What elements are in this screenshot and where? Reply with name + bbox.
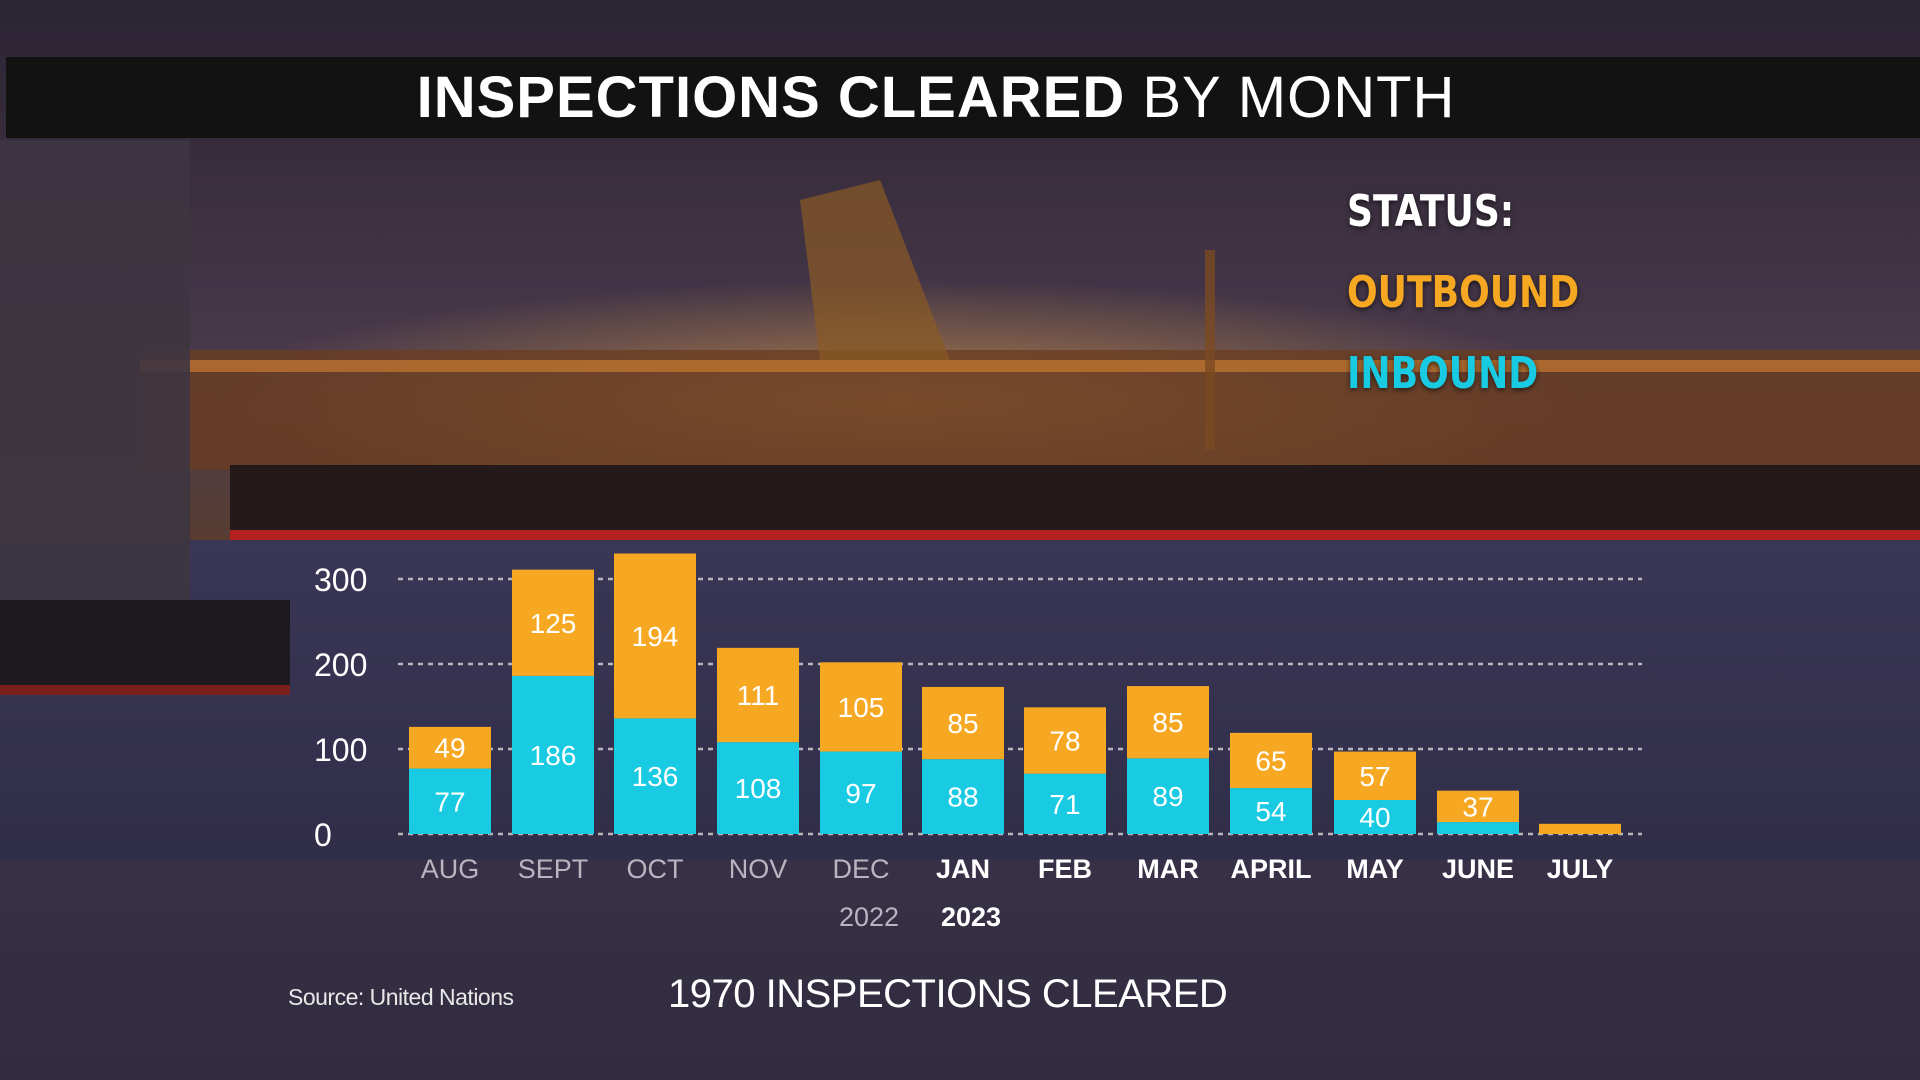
data-label-outbound: 49 bbox=[434, 733, 465, 764]
data-label-inbound: 77 bbox=[434, 786, 465, 817]
title-bar: INSPECTIONS CLEARED BY MONTH bbox=[6, 57, 1920, 138]
year-label: 2022 bbox=[839, 902, 899, 932]
bar-inbound-aug bbox=[409, 768, 491, 834]
chart-title-bold: INSPECTIONS CLEARED bbox=[416, 65, 1126, 130]
x-tick-label: OCT bbox=[627, 854, 684, 884]
y-tick-label: 200 bbox=[314, 647, 367, 683]
total-inspections: 1970 INSPECTIONS CLEARED bbox=[668, 972, 1228, 1016]
data-label-inbound: 71 bbox=[1049, 789, 1080, 820]
bar-outbound-nov bbox=[717, 647, 799, 743]
legend-title: STATUS: bbox=[1347, 186, 1515, 237]
x-tick-label: JUNE bbox=[1442, 854, 1514, 884]
year-label: 2023 bbox=[941, 902, 1001, 932]
bar-inbound-dec bbox=[820, 751, 902, 834]
data-label-outbound: 65 bbox=[1255, 745, 1286, 776]
data-label-inbound: 88 bbox=[947, 782, 978, 813]
bar-inbound-oct bbox=[614, 718, 696, 834]
data-label-outbound: 105 bbox=[838, 692, 885, 723]
legend-inbound: INBOUND bbox=[1347, 348, 1539, 399]
x-tick-label: JAN bbox=[936, 854, 990, 884]
bar-inbound-jan bbox=[922, 759, 1004, 834]
bar-outbound-aug bbox=[409, 726, 491, 769]
data-label-inbound: 54 bbox=[1255, 796, 1286, 827]
bar-outbound-april bbox=[1230, 732, 1312, 789]
bar-inbound-nov bbox=[717, 742, 799, 834]
y-tick-label: 0 bbox=[314, 817, 332, 853]
bar-outbound-may bbox=[1334, 751, 1416, 800]
data-label-inbound: 40 bbox=[1359, 802, 1390, 833]
data-label-inbound: 186 bbox=[530, 740, 577, 771]
source-note: Source: United Nations bbox=[288, 984, 514, 1010]
data-label-inbound: 136 bbox=[632, 761, 679, 792]
bar-inbound-feb bbox=[1024, 773, 1106, 834]
data-label-inbound: 108 bbox=[735, 773, 782, 804]
bar-outbound-june bbox=[1437, 790, 1519, 823]
bar-inbound-may bbox=[1334, 800, 1416, 834]
data-label-outbound: 194 bbox=[632, 621, 679, 652]
x-tick-label: JULY bbox=[1547, 854, 1614, 884]
bar-outbound-feb bbox=[1024, 707, 1106, 774]
data-label-outbound: 125 bbox=[530, 608, 577, 639]
x-tick-label: AUG bbox=[421, 854, 480, 884]
data-label-outbound: 111 bbox=[737, 680, 780, 711]
data-label-outbound: 85 bbox=[947, 708, 978, 739]
x-tick-label: DEC bbox=[832, 854, 889, 884]
data-label-inbound: 97 bbox=[845, 778, 876, 809]
x-tick-label: NOV bbox=[729, 854, 788, 884]
y-tick-label: 100 bbox=[314, 732, 367, 768]
chart-title-light: BY MONTH bbox=[1142, 65, 1456, 130]
y-tick-label: 300 bbox=[314, 562, 367, 598]
chart-title: INSPECTIONS CLEARED BY MONTH bbox=[6, 57, 1866, 138]
x-tick-label: SEPT bbox=[518, 854, 589, 884]
bar-inbound-june bbox=[1437, 822, 1519, 834]
data-label-outbound: 57 bbox=[1359, 761, 1390, 792]
x-tick-label: FEB bbox=[1038, 854, 1092, 884]
data-label-outbound: 85 bbox=[1152, 707, 1183, 738]
data-label-inbound: 89 bbox=[1152, 781, 1183, 812]
data-label-outbound: 78 bbox=[1049, 726, 1080, 757]
bar-outbound-jan bbox=[922, 686, 1004, 760]
bar-inbound-april bbox=[1230, 788, 1312, 834]
bar-inbound-mar bbox=[1127, 758, 1209, 834]
x-tick-label: MAR bbox=[1137, 854, 1199, 884]
data-label-outbound: 37 bbox=[1462, 791, 1493, 822]
legend-outbound: OUTBOUND bbox=[1347, 267, 1580, 318]
bar-outbound-july bbox=[1539, 823, 1621, 834]
x-tick-label: MAY bbox=[1346, 854, 1404, 884]
bar-outbound-oct bbox=[614, 553, 696, 719]
bar-outbound-mar bbox=[1127, 686, 1209, 759]
bar-outbound-sept bbox=[512, 569, 594, 676]
bar-outbound-dec bbox=[820, 662, 902, 752]
bar-inbound-sept bbox=[512, 675, 594, 834]
x-tick-label: APRIL bbox=[1231, 854, 1312, 884]
